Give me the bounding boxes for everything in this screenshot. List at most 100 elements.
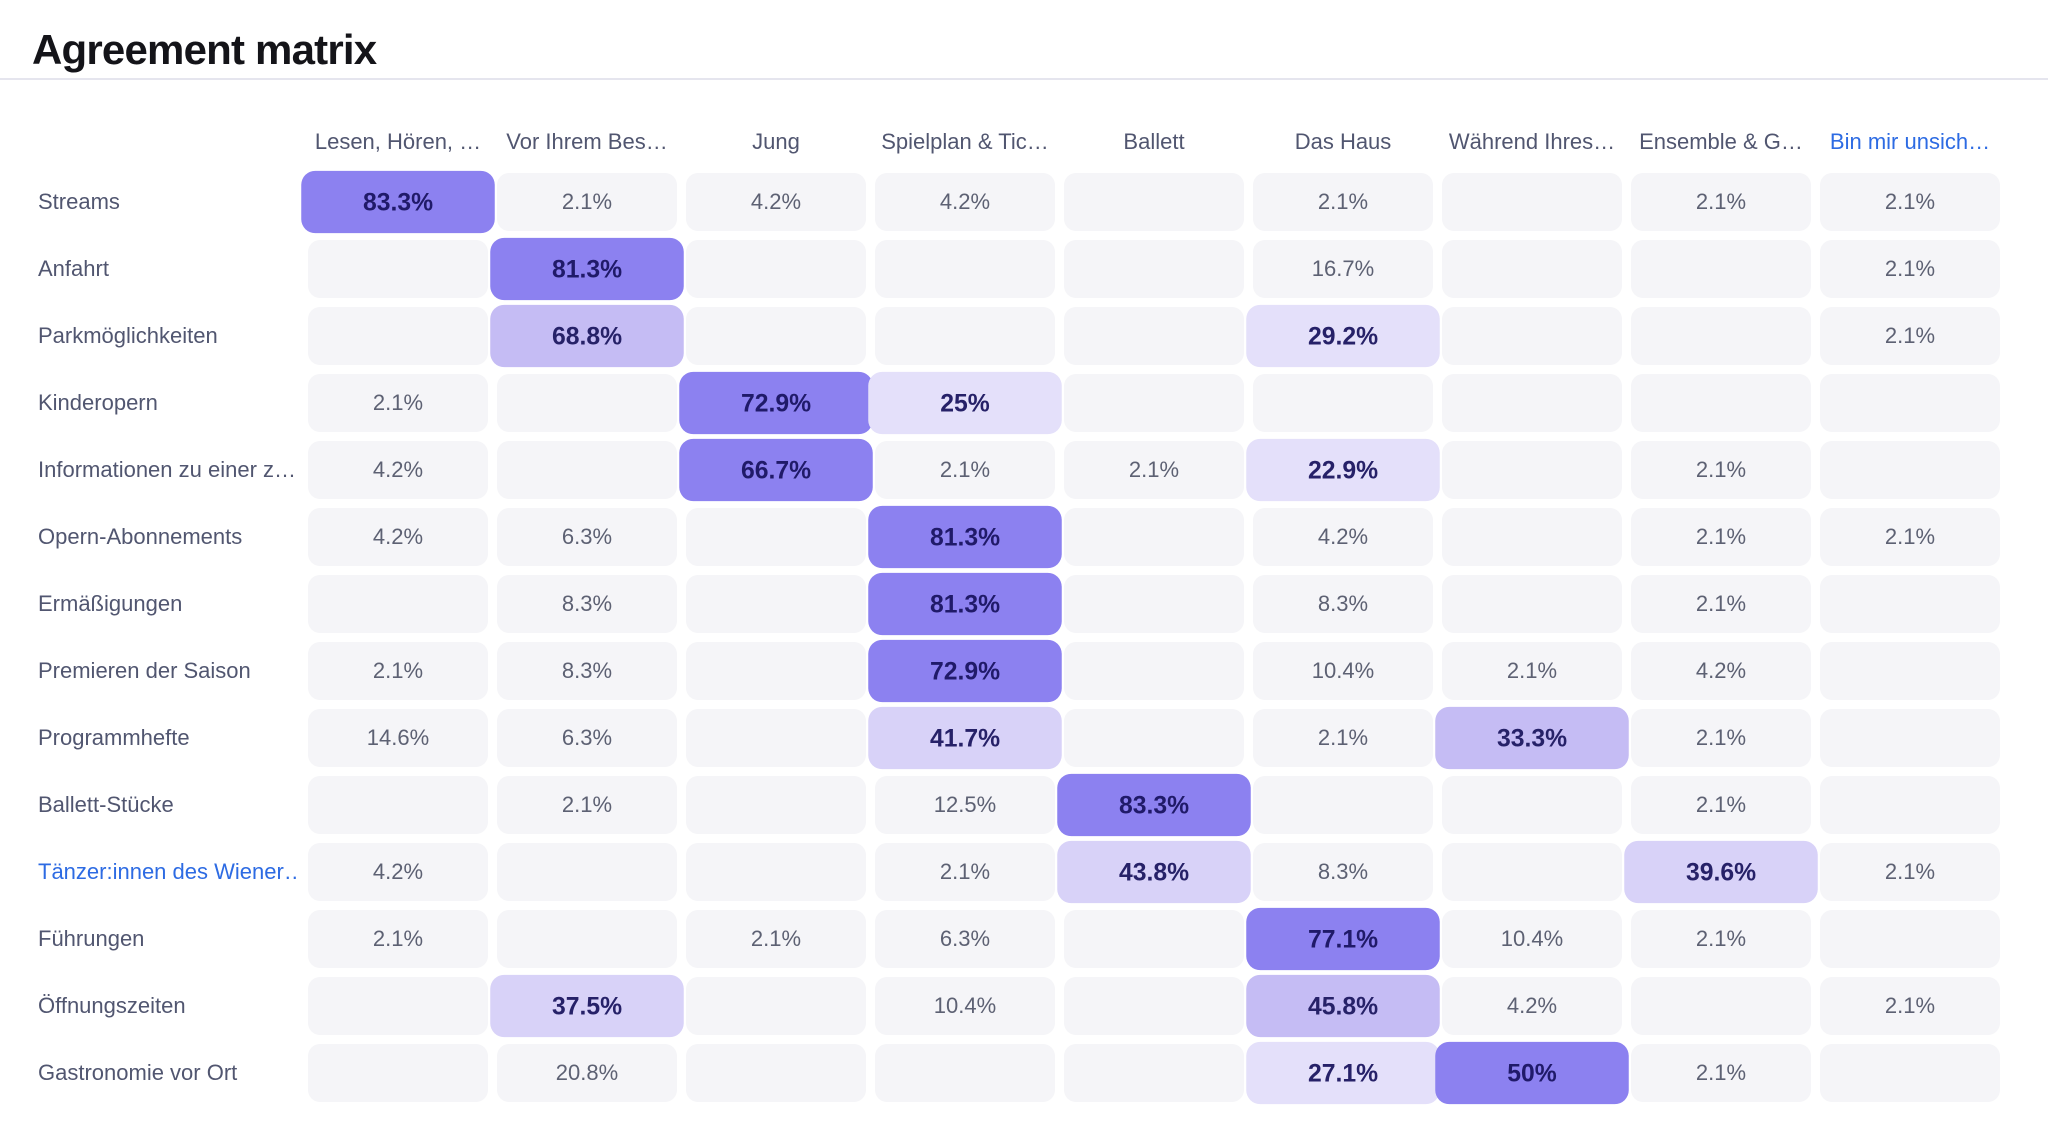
matrix-cell[interactable]: 2.1% xyxy=(1064,441,1244,499)
matrix-cell[interactable] xyxy=(875,307,1055,365)
matrix-cell[interactable]: 2.1% xyxy=(308,374,488,432)
matrix-cell[interactable]: 20.8% xyxy=(497,1044,677,1102)
matrix-cell[interactable] xyxy=(686,977,866,1035)
matrix-cell[interactable] xyxy=(1631,977,1811,1035)
matrix-cell[interactable]: 6.3% xyxy=(497,709,677,767)
matrix-cell[interactable] xyxy=(1631,240,1811,298)
matrix-cell[interactable] xyxy=(1064,977,1244,1035)
matrix-cell[interactable] xyxy=(686,1044,866,1102)
matrix-cell[interactable] xyxy=(1064,1044,1244,1102)
matrix-cell[interactable] xyxy=(1442,843,1622,901)
matrix-cell[interactable] xyxy=(1820,709,2000,767)
matrix-cell[interactable] xyxy=(1064,910,1244,968)
matrix-cell[interactable]: 2.1% xyxy=(1631,910,1811,968)
row-label[interactable]: Premieren der Saison xyxy=(38,658,251,683)
matrix-cell[interactable]: 2.1% xyxy=(497,776,677,834)
row-label[interactable]: Programmhefte xyxy=(38,725,190,750)
matrix-cell[interactable]: 4.2% xyxy=(308,441,488,499)
matrix-cell[interactable] xyxy=(1442,374,1622,432)
matrix-cell[interactable] xyxy=(1820,642,2000,700)
matrix-cell[interactable]: 10.4% xyxy=(1442,910,1622,968)
matrix-cell[interactable] xyxy=(1442,240,1622,298)
matrix-cell[interactable]: 2.1% xyxy=(308,910,488,968)
matrix-cell[interactable] xyxy=(497,910,677,968)
matrix-cell[interactable]: 2.1% xyxy=(1820,307,2000,365)
row-label[interactable]: Ballett-Stücke xyxy=(38,792,174,817)
matrix-cell[interactable] xyxy=(1253,374,1433,432)
matrix-cell[interactable]: 81.3% xyxy=(490,237,684,301)
matrix-cell[interactable] xyxy=(686,709,866,767)
matrix-cell[interactable] xyxy=(686,776,866,834)
matrix-cell[interactable] xyxy=(1064,374,1244,432)
matrix-cell[interactable] xyxy=(497,843,677,901)
row-label[interactable]: Tänzer:innen des Wiener… xyxy=(38,859,299,884)
matrix-cell[interactable]: 41.7% xyxy=(868,706,1062,770)
column-header[interactable]: Vor Ihrem Bes… xyxy=(506,129,668,154)
matrix-cell[interactable] xyxy=(875,1044,1055,1102)
matrix-cell[interactable]: 33.3% xyxy=(1435,706,1629,770)
matrix-cell[interactable] xyxy=(308,307,488,365)
matrix-cell[interactable]: 4.2% xyxy=(1631,642,1811,700)
matrix-cell[interactable]: 2.1% xyxy=(1820,977,2000,1035)
matrix-cell[interactable] xyxy=(1064,575,1244,633)
column-header[interactable]: Ensemble & G… xyxy=(1639,129,1803,154)
matrix-cell[interactable]: 68.8% xyxy=(490,304,684,368)
matrix-cell[interactable] xyxy=(1442,173,1622,231)
matrix-cell[interactable]: 2.1% xyxy=(1631,173,1811,231)
row-label[interactable]: Ermäßigungen xyxy=(38,591,183,616)
matrix-cell[interactable] xyxy=(875,240,1055,298)
column-header[interactable]: Jung xyxy=(752,129,800,154)
matrix-cell[interactable]: 72.9% xyxy=(679,371,873,435)
matrix-cell[interactable] xyxy=(1442,508,1622,566)
matrix-cell[interactable]: 10.4% xyxy=(1253,642,1433,700)
matrix-cell[interactable]: 83.3% xyxy=(1057,773,1251,837)
row-label[interactable]: Parkmöglichkeiten xyxy=(38,323,218,348)
matrix-cell[interactable]: 43.8% xyxy=(1057,840,1251,904)
matrix-cell[interactable]: 2.1% xyxy=(1820,508,2000,566)
matrix-cell[interactable] xyxy=(308,776,488,834)
matrix-cell[interactable]: 39.6% xyxy=(1624,840,1818,904)
matrix-cell[interactable]: 4.2% xyxy=(1442,977,1622,1035)
matrix-cell[interactable] xyxy=(686,575,866,633)
matrix-cell[interactable] xyxy=(686,843,866,901)
matrix-cell[interactable]: 6.3% xyxy=(497,508,677,566)
column-header[interactable]: Während Ihres… xyxy=(1448,129,1616,154)
matrix-cell[interactable]: 2.1% xyxy=(1631,1044,1811,1102)
matrix-cell[interactable]: 8.3% xyxy=(1253,575,1433,633)
matrix-cell[interactable]: 2.1% xyxy=(1253,709,1433,767)
row-label[interactable]: Opern-Abonnements xyxy=(38,524,243,549)
matrix-cell[interactable]: 2.1% xyxy=(1820,240,2000,298)
matrix-cell[interactable]: 14.6% xyxy=(308,709,488,767)
column-header[interactable]: Lesen, Hören, … xyxy=(314,129,482,154)
matrix-cell[interactable]: 4.2% xyxy=(875,173,1055,231)
matrix-cell[interactable] xyxy=(1820,575,2000,633)
matrix-cell[interactable]: 4.2% xyxy=(686,173,866,231)
matrix-cell[interactable]: 4.2% xyxy=(308,508,488,566)
row-label[interactable]: Informationen zu einer z… xyxy=(38,457,297,482)
matrix-cell[interactable] xyxy=(1631,374,1811,432)
row-label[interactable]: Öffnungszeiten xyxy=(38,993,186,1018)
matrix-cell[interactable]: 4.2% xyxy=(1253,508,1433,566)
matrix-cell[interactable] xyxy=(1064,508,1244,566)
matrix-cell[interactable]: 37.5% xyxy=(490,974,684,1038)
matrix-cell[interactable]: 66.7% xyxy=(679,438,873,502)
column-header[interactable]: Spielplan & Tic… xyxy=(881,129,1049,154)
matrix-cell[interactable] xyxy=(1064,642,1244,700)
matrix-cell[interactable]: 2.1% xyxy=(1442,642,1622,700)
row-label[interactable]: Führungen xyxy=(38,926,145,951)
matrix-cell[interactable]: 10.4% xyxy=(875,977,1055,1035)
matrix-cell[interactable]: 81.3% xyxy=(868,572,1062,636)
matrix-cell[interactable] xyxy=(1442,441,1622,499)
matrix-cell[interactable]: 2.1% xyxy=(1631,709,1811,767)
matrix-cell[interactable]: 81.3% xyxy=(868,505,1062,569)
column-header[interactable]: Bin mir unsich… xyxy=(1829,129,1991,154)
matrix-cell[interactable] xyxy=(1442,575,1622,633)
matrix-cell[interactable]: 22.9% xyxy=(1246,438,1440,502)
matrix-cell[interactable]: 2.1% xyxy=(1631,575,1811,633)
matrix-cell[interactable]: 50% xyxy=(1435,1041,1629,1105)
matrix-cell[interactable] xyxy=(1064,173,1244,231)
matrix-cell[interactable]: 29.2% xyxy=(1246,304,1440,368)
matrix-cell[interactable]: 2.1% xyxy=(308,642,488,700)
matrix-cell[interactable] xyxy=(1064,709,1244,767)
matrix-cell[interactable] xyxy=(1820,441,2000,499)
